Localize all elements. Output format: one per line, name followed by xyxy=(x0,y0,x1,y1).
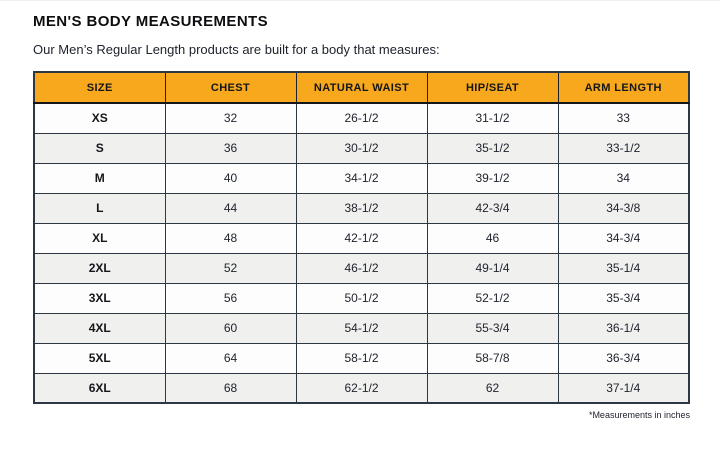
measurement-cell: 30-1/2 xyxy=(295,132,428,164)
measurement-cell: 31-1/2 xyxy=(426,102,559,134)
measurement-cell: 37-1/4 xyxy=(557,372,690,404)
measurement-cell: 36-3/4 xyxy=(557,342,690,374)
page-title: MEN'S BODY MEASUREMENTS xyxy=(33,13,269,30)
measurement-cell: 46 xyxy=(426,222,559,254)
measurement-cell: 49-1/4 xyxy=(426,252,559,284)
measurement-cell: 62 xyxy=(426,372,559,404)
measurement-cell: 62-1/2 xyxy=(295,372,428,404)
header-cell-arm-length: ARM LENGTH xyxy=(557,71,690,104)
measurement-cell: 36-1/4 xyxy=(557,312,690,344)
measurement-cell: 60 xyxy=(164,312,297,344)
measurements-footnote: *Measurements in inches xyxy=(588,410,690,420)
table-body: XS 32 26-1/2 31-1/2 33 S 36 30-1/2 35-1/2 33-1/2 M… xyxy=(33,102,690,404)
measurement-cell: 58-7/8 xyxy=(426,342,559,374)
table-row: 2XL 52 46-1/2 49-1/4 35-1/4 xyxy=(33,252,690,284)
size-cell: 2XL xyxy=(33,252,166,284)
measurement-cell: 26-1/2 xyxy=(295,102,428,134)
table-header-row: SIZE CHEST NATURAL WAIST HIP/SEAT ARM LENGTH xyxy=(33,71,690,104)
measurement-cell: 54-1/2 xyxy=(295,312,428,344)
size-cell: 5XL xyxy=(33,342,166,374)
table-row: 5XL 64 58-1/2 58-7/8 36-3/4 xyxy=(33,342,690,374)
size-cell: 3XL xyxy=(33,282,166,314)
measurement-cell: 48 xyxy=(164,222,297,254)
measurement-cell: 50-1/2 xyxy=(295,282,428,314)
size-cell: M xyxy=(33,162,166,194)
measurement-cell: 55-3/4 xyxy=(426,312,559,344)
measurement-cell: 52-1/2 xyxy=(426,282,559,314)
measurement-cell: 33 xyxy=(557,102,690,134)
measurement-cell: 36 xyxy=(164,132,297,164)
measurement-cell: 39-1/2 xyxy=(426,162,559,194)
measurement-cell: 56 xyxy=(164,282,297,314)
header-cell-size: SIZE xyxy=(33,71,166,104)
measurement-cell: 34-3/4 xyxy=(557,222,690,254)
table-row: XS 32 26-1/2 31-1/2 33 xyxy=(33,102,690,134)
measurement-cell: 34-3/8 xyxy=(557,192,690,224)
measurement-cell: 35-1/2 xyxy=(426,132,559,164)
table-row: S 36 30-1/2 35-1/2 33-1/2 xyxy=(33,132,690,164)
measurement-cell: 46-1/2 xyxy=(295,252,428,284)
measurement-cell: 40 xyxy=(164,162,297,194)
table-header: SIZE CHEST NATURAL WAIST HIP/SEAT ARM LENGTH xyxy=(33,71,690,104)
header-cell-natural-waist: NATURAL WAIST xyxy=(295,71,428,104)
measurements-table: SIZE CHEST NATURAL WAIST HIP/SEAT ARM LENGTH… xyxy=(33,71,690,404)
table-row: 6XL 68 62-1/2 62 37-1/4 xyxy=(33,372,690,404)
measurement-cell: 35-1/4 xyxy=(557,252,690,284)
size-cell: 6XL xyxy=(33,372,166,404)
size-cell: XS xyxy=(33,102,166,134)
table-row: L 44 38-1/2 42-3/4 34-3/8 xyxy=(33,192,690,224)
measurement-cell: 42-1/2 xyxy=(295,222,428,254)
measurement-cell: 68 xyxy=(164,372,297,404)
measurement-cell: 58-1/2 xyxy=(295,342,428,374)
measurement-cell: 42-3/4 xyxy=(426,192,559,224)
size-cell: 4XL xyxy=(33,312,166,344)
table-row: XL 48 42-1/2 46 34-3/4 xyxy=(33,222,690,254)
measurement-cell: 35-3/4 xyxy=(557,282,690,314)
table-row: 3XL 56 50-1/2 52-1/2 35-3/4 xyxy=(33,282,690,314)
measurement-cell: 38-1/2 xyxy=(295,192,428,224)
size-cell: L xyxy=(33,192,166,224)
measurement-cell: 33-1/2 xyxy=(557,132,690,164)
size-cell: S xyxy=(33,132,166,164)
measurement-cell: 34 xyxy=(557,162,690,194)
table-row: M 40 34-1/2 39-1/2 34 xyxy=(33,162,690,194)
measurement-cell: 34-1/2 xyxy=(295,162,428,194)
measurement-cell: 32 xyxy=(164,102,297,134)
page-subtitle: Our Men’s Regular Length products are bu… xyxy=(33,42,440,57)
header-cell-chest: CHEST xyxy=(164,71,297,104)
table-row: 4XL 60 54-1/2 55-3/4 36-1/4 xyxy=(33,312,690,344)
measurement-cell: 52 xyxy=(164,252,297,284)
measurement-cell: 44 xyxy=(164,192,297,224)
measurement-cell: 64 xyxy=(164,342,297,374)
header-cell-hip-seat: HIP/SEAT xyxy=(426,71,559,104)
size-cell: XL xyxy=(33,222,166,254)
